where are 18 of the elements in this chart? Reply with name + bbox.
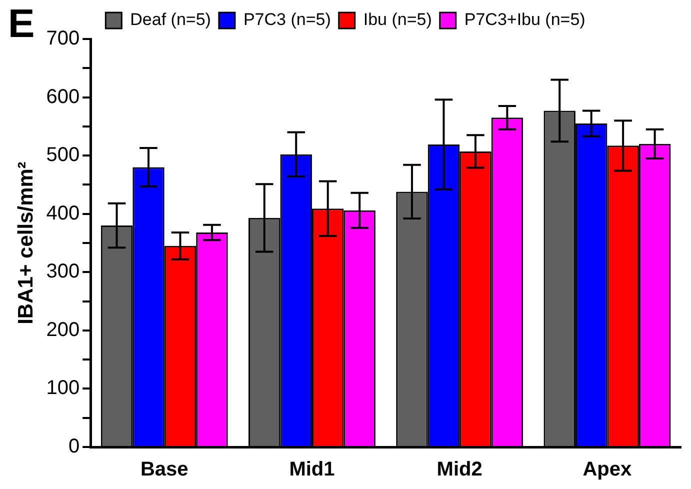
y-tick-label: 100 [46, 377, 80, 400]
x-tick-label: Mid1 [289, 458, 335, 481]
x-tick-label: Base [140, 458, 188, 481]
legend-label: Deaf (n=5) [130, 10, 211, 30]
y-tick-label: 300 [46, 260, 80, 283]
legend-label: Ibu (n=5) [363, 10, 432, 30]
text: E [8, 2, 35, 46]
y-tick-label: 700 [46, 28, 80, 50]
y-tick-label: 600 [46, 86, 80, 108]
legend-label: P7C3 (n=5) [243, 10, 331, 30]
x-tick-label: Mid2 [436, 458, 482, 481]
legend-label: P7C3+Ibu (n=5) [464, 10, 586, 30]
y-tick-label: 0 [68, 436, 80, 458]
y-axis-title: IBA1+ cells/mm² [14, 162, 38, 324]
y-tick-label: 200 [46, 318, 80, 341]
x-tick-label: Apex [582, 458, 632, 481]
y-tick-label: 400 [46, 202, 80, 224]
y-tick-label: 500 [46, 144, 80, 166]
